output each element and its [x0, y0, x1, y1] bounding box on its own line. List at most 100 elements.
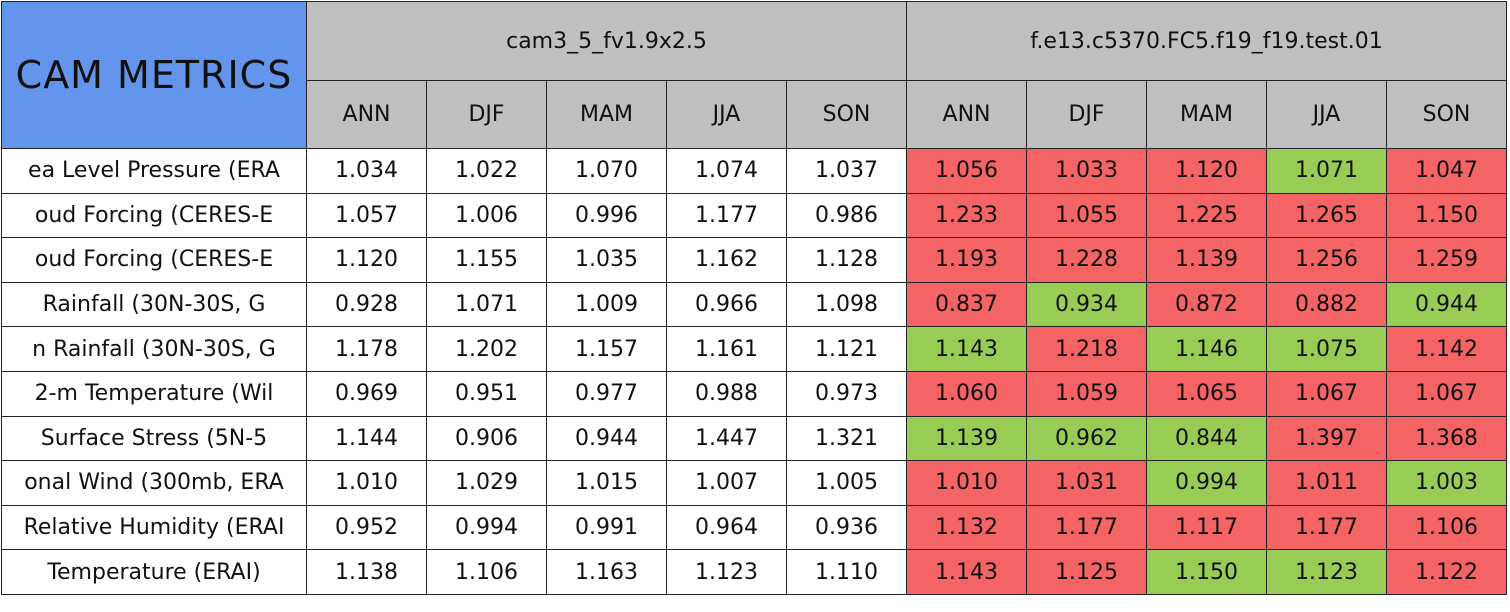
base-value: 0.988	[666, 370, 787, 417]
test-value: 1.265	[1266, 192, 1387, 239]
row-label: Relative Humidity (ERAI	[23, 515, 285, 541]
test-value: 1.033	[1026, 148, 1147, 194]
test-value: 1.142	[1386, 326, 1507, 372]
test-value: 1.139	[906, 415, 1027, 462]
data-row: oud Forcing (CERES-E 1.120 1.155 1.035 1.162…	[1, 237, 1507, 283]
test-value: 1.120	[1146, 148, 1267, 194]
base-value: 0.952	[306, 504, 427, 551]
row-label-cell: Surface Stress (5N-5	[1, 415, 307, 462]
test-value: 1.055	[1026, 192, 1147, 239]
test-value: 1.125	[1026, 549, 1147, 595]
base-value: 0.991	[546, 504, 667, 551]
test-value: 1.122	[1386, 549, 1507, 595]
data-row: Temperature (ERAI) 1.138 1.106 1.163 1.123 1.…	[1, 549, 1507, 595]
test-value: 1.047	[1386, 148, 1507, 194]
data-row: ea Level Pressure (ERA 1.034 1.022 1.070 1.0…	[1, 148, 1507, 194]
base-value: 0.994	[426, 504, 547, 551]
base-value: 0.951	[426, 370, 547, 417]
season-header: ANN	[906, 80, 1027, 149]
base-value: 1.022	[426, 148, 547, 194]
season-header: SON	[786, 80, 907, 149]
test-value: 1.397	[1266, 415, 1387, 462]
base-value: 1.035	[546, 237, 667, 283]
test-value: 0.962	[1026, 415, 1147, 462]
base-value: 0.906	[426, 415, 547, 462]
base-value: 1.015	[546, 460, 667, 506]
test-value: 0.944	[1386, 281, 1507, 328]
test-value: 1.106	[1386, 504, 1507, 551]
test-value: 1.132	[906, 504, 1027, 551]
base-value: 0.964	[666, 504, 787, 551]
header-row: CAM METRICS cam3_5_fv1.9x2.5 f.e13.c5370.F…	[1, 1, 1507, 149]
base-value: 1.029	[426, 460, 547, 506]
row-label-cell: ea Level Pressure (ERA	[1, 148, 307, 194]
test-value: 1.368	[1386, 415, 1507, 462]
metrics-table: CAM METRICS cam3_5_fv1.9x2.5 f.e13.c5370.F…	[1, 1, 1507, 595]
base-value: 0.977	[546, 370, 667, 417]
test-value: 1.143	[906, 326, 1027, 372]
row-label-cell: 2-m Temperature (Wil	[1, 370, 307, 417]
test-value: 1.123	[1266, 549, 1387, 595]
base-value: 0.944	[546, 415, 667, 462]
base-value: 1.162	[666, 237, 787, 283]
test-value: 1.256	[1266, 237, 1387, 283]
row-label-cell: oud Forcing (CERES-E	[1, 192, 307, 239]
season-row: ANN DJF MAM JJA SON ANN DJF MAM JJA SON	[2, 80, 1507, 149]
row-label: onal Wind (300mb, ERA	[24, 470, 284, 496]
test-value: 0.934	[1026, 281, 1147, 328]
data-row: n Rainfall (30N-30S, G 1.178 1.202 1.157 1.1…	[1, 326, 1507, 372]
test-value: 1.056	[906, 148, 1027, 194]
base-value: 1.144	[306, 415, 427, 462]
corner-cell: CAM METRICS	[1, 1, 307, 149]
season-header: ANN	[306, 80, 427, 149]
test-value: 1.139	[1146, 237, 1267, 283]
base-value: 1.202	[426, 326, 547, 372]
base-value: 1.006	[426, 192, 547, 239]
base-value: 1.163	[546, 549, 667, 595]
season-header: MAM	[1146, 80, 1267, 149]
test-value: 1.150	[1146, 549, 1267, 595]
test-value: 1.177	[1026, 504, 1147, 551]
data-row: onal Wind (300mb, ERA 1.010 1.029 1.015 1.00…	[1, 460, 1507, 506]
base-value: 1.007	[666, 460, 787, 506]
row-label: Temperature (ERAI)	[47, 559, 261, 585]
base-value: 1.098	[786, 281, 907, 328]
base-value: 0.966	[666, 281, 787, 328]
test-value: 1.177	[1266, 504, 1387, 551]
base-value: 1.070	[546, 148, 667, 194]
row-label-cell: Relative Humidity (ERAI	[1, 504, 307, 551]
test-value: 1.067	[1386, 370, 1507, 417]
row-label: Rainfall (30N-30S, G	[42, 292, 266, 318]
data-row: 2-m Temperature (Wil 0.969 0.951 0.977 0.988…	[1, 370, 1507, 417]
season-header: JJA	[1266, 80, 1387, 149]
base-value: 0.996	[546, 192, 667, 239]
test-value: 1.010	[906, 460, 1027, 506]
test-value: 1.067	[1266, 370, 1387, 417]
season-header: DJF	[1026, 80, 1147, 149]
base-value: 0.986	[786, 192, 907, 239]
test-value: 1.143	[906, 549, 1027, 595]
base-value: 1.157	[546, 326, 667, 372]
test-value: 1.193	[906, 237, 1027, 283]
season-header: JJA	[666, 80, 787, 149]
test-value: 0.837	[906, 281, 1027, 328]
test-value: 1.259	[1386, 237, 1507, 283]
data-row: Relative Humidity (ERAI 0.952 0.994 0.991 0.…	[1, 504, 1507, 551]
data-row: Surface Stress (5N-5 1.144 0.906 0.944 1.447…	[1, 415, 1507, 462]
base-value: 1.010	[306, 460, 427, 506]
base-value: 1.106	[426, 549, 547, 595]
row-label: oud Forcing (CERES-E	[34, 202, 274, 228]
test-value: 1.011	[1266, 460, 1387, 506]
test-value: 1.071	[1266, 148, 1387, 194]
data-row: oud Forcing (CERES-E 1.057 1.006 0.996 1.177…	[1, 192, 1507, 239]
test-value: 0.882	[1266, 281, 1387, 328]
base-value: 1.120	[306, 237, 427, 283]
test-value: 1.233	[906, 192, 1027, 239]
test-value: 1.218	[1026, 326, 1147, 372]
row-label: ea Level Pressure (ERA	[28, 158, 280, 184]
base-value: 1.121	[786, 326, 907, 372]
test-value: 1.065	[1146, 370, 1267, 417]
test-value: 1.003	[1386, 460, 1507, 506]
test-value: 0.844	[1146, 415, 1267, 462]
row-label-cell: onal Wind (300mb, ERA	[1, 460, 307, 506]
